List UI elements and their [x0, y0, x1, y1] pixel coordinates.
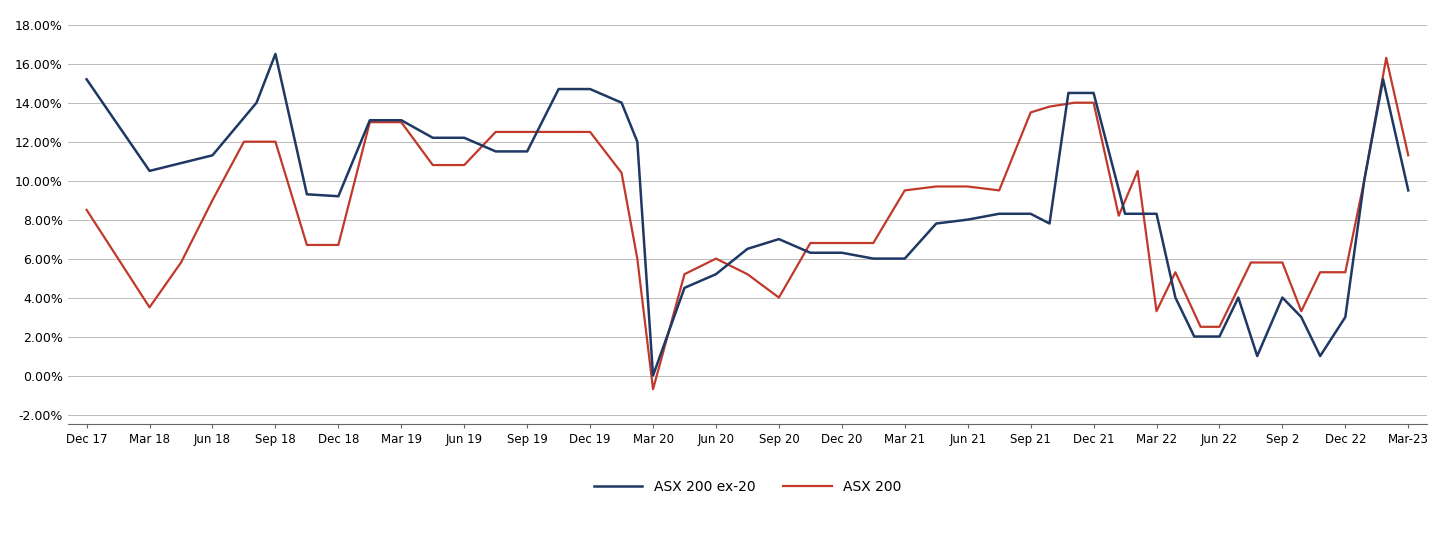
ASX 200	[865, 240, 883, 246]
ASX 200	[1085, 100, 1103, 106]
ASX 200	[518, 129, 535, 135]
ASX 200 ex-20	[140, 168, 158, 174]
Line: ASX 200: ASX 200	[87, 58, 1408, 389]
ASX 200	[78, 207, 96, 213]
ASX 200 ex-20	[1147, 211, 1165, 217]
ASX 200	[582, 129, 599, 135]
ASX 200 ex-20	[928, 220, 945, 227]
ASX 200	[959, 183, 977, 190]
ASX 200	[298, 241, 315, 248]
ASX 200	[204, 197, 221, 204]
ASX 200	[676, 271, 693, 278]
ASX 200 ex-20	[896, 255, 913, 262]
ASX 200 ex-20	[266, 51, 284, 57]
ASX 200	[1147, 308, 1165, 315]
ASX 200 ex-20	[865, 255, 883, 262]
ASX 200 ex-20	[833, 250, 851, 256]
ASX 200	[266, 139, 284, 145]
ASX 200 ex-20	[78, 76, 96, 82]
ASX 200 ex-20	[676, 284, 693, 291]
ASX 200	[1356, 177, 1373, 184]
Line: ASX 200 ex-20: ASX 200 ex-20	[87, 54, 1408, 376]
ASX 200 ex-20	[1292, 314, 1310, 320]
ASX 200 ex-20	[770, 236, 787, 243]
ASX 200	[1211, 323, 1229, 330]
ASX 200 ex-20	[1311, 353, 1328, 359]
ASX 200 ex-20	[628, 139, 645, 145]
ASX 200	[392, 119, 410, 125]
ASX 200 ex-20	[298, 191, 315, 197]
ASX 200	[644, 386, 661, 393]
Legend: ASX 200 ex-20, ASX 200: ASX 200 ex-20, ASX 200	[589, 474, 907, 499]
ASX 200	[1166, 269, 1184, 276]
ASX 200 ex-20	[392, 117, 410, 124]
ASX 200 ex-20	[204, 152, 221, 158]
ASX 200 ex-20	[708, 271, 725, 278]
ASX 200 ex-20	[456, 134, 473, 141]
ASX 200 ex-20	[739, 245, 757, 252]
ASX 200	[488, 129, 505, 135]
ASX 200 ex-20	[1085, 90, 1103, 96]
ASX 200 ex-20	[1022, 211, 1039, 217]
ASX 200	[1273, 259, 1291, 266]
ASX 200	[991, 187, 1009, 194]
ASX 200 ex-20	[1040, 220, 1058, 227]
ASX 200	[770, 294, 787, 301]
ASX 200	[456, 162, 473, 168]
ASX 200 ex-20	[247, 100, 265, 106]
ASX 200	[1378, 54, 1395, 61]
ASX 200	[330, 241, 347, 248]
ASX 200 ex-20	[1117, 211, 1134, 217]
ASX 200 ex-20	[1059, 90, 1077, 96]
ASX 200 ex-20	[1375, 76, 1392, 82]
ASX 200	[896, 187, 913, 194]
ASX 200 ex-20	[330, 193, 347, 200]
ASX 200	[833, 240, 851, 246]
ASX 200 ex-20	[488, 148, 505, 155]
ASX 200 ex-20	[1249, 353, 1266, 359]
ASX 200 ex-20	[518, 148, 535, 155]
ASX 200	[362, 119, 379, 125]
ASX 200	[424, 162, 441, 168]
ASX 200 ex-20	[362, 117, 379, 124]
ASX 200	[172, 259, 190, 266]
ASX 200 ex-20	[1211, 333, 1229, 340]
ASX 200	[1292, 308, 1310, 315]
ASX 200 ex-20	[1356, 177, 1373, 184]
ASX 200	[802, 240, 819, 246]
ASX 200 ex-20	[991, 211, 1009, 217]
ASX 200	[550, 129, 567, 135]
ASX 200 ex-20	[1185, 333, 1202, 340]
ASX 200 ex-20	[1166, 294, 1184, 301]
ASX 200	[628, 255, 645, 262]
ASX 200	[1242, 259, 1259, 266]
ASX 200	[1129, 168, 1146, 174]
ASX 200	[1066, 100, 1084, 106]
ASX 200 ex-20	[1337, 314, 1354, 320]
ASX 200 ex-20	[550, 86, 567, 92]
ASX 200 ex-20	[1230, 294, 1247, 301]
ASX 200	[1022, 109, 1039, 116]
ASX 200 ex-20	[582, 86, 599, 92]
ASX 200	[928, 183, 945, 190]
ASX 200 ex-20	[802, 250, 819, 256]
ASX 200 ex-20	[614, 100, 631, 106]
ASX 200 ex-20	[959, 216, 977, 223]
ASX 200	[1399, 152, 1417, 158]
ASX 200	[140, 304, 158, 311]
ASX 200 ex-20	[1273, 294, 1291, 301]
ASX 200	[236, 139, 253, 145]
ASX 200	[614, 169, 631, 176]
ASX 200	[1192, 323, 1210, 330]
ASX 200	[1311, 269, 1328, 276]
ASX 200	[739, 271, 757, 278]
ASX 200 ex-20	[424, 134, 441, 141]
ASX 200	[708, 255, 725, 262]
ASX 200 ex-20	[1399, 187, 1417, 194]
ASX 200	[1110, 212, 1127, 219]
ASX 200	[1040, 103, 1058, 110]
ASX 200 ex-20	[644, 372, 661, 379]
ASX 200	[1337, 269, 1354, 276]
